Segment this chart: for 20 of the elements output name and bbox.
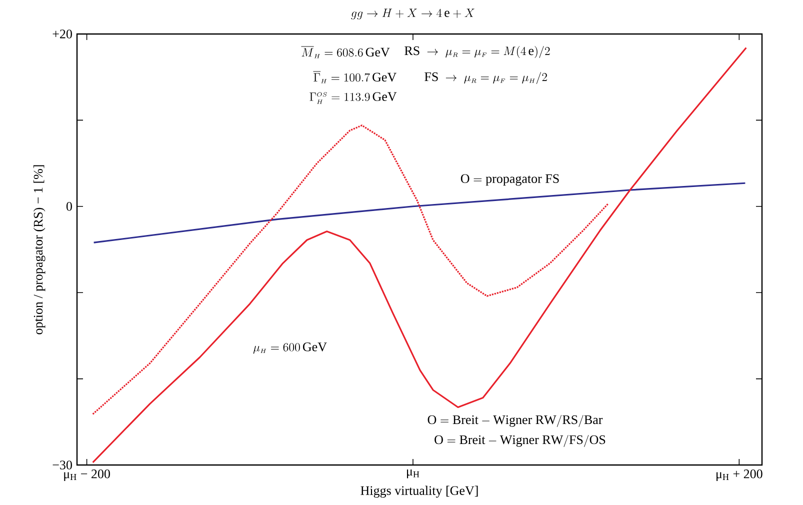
- annotation: $\overline{M}_{\scriptscriptstyle H} = 608.6\,\mathrm{GeV}$: [301, 46, 390, 58]
- x-tick-label: μ$_{H}$: [407, 470, 420, 478]
- x-axis-title: Higgs virtuality [GeV]: [360, 486, 478, 498]
- annotation: $\overline{\Gamma}_{\scriptscriptstyle H} = 100.7\,\mathrm{GeV}$: [313, 72, 396, 84]
- annotation: $\mathrm{O} = \mathrm{Breit} - \mathrm{Wigner\ RW/RS/Bar}$: [428, 414, 603, 427]
- x-tick-label: μ$_{H}$ − 200: [64, 470, 110, 481]
- annotation: $\Gamma_{\scriptscriptstyle H}^{\scriptscriptstyle OS} = 113.9\,\mathrm{GeV}$: [310, 92, 397, 104]
- y-tick-label: +20: [52, 30, 72, 38]
- annotation: $\mathrm{O} = \mathrm{Breit} - \mathrm{Wigner\ RW/FS/OS}$: [434, 434, 606, 447]
- line-series: [92, 46, 747, 464]
- x-tick-label: μ$_{H}$ + 200: [716, 470, 762, 481]
- line-series: [92, 124, 609, 415]
- annotation: $\mathrm{FS}\ \to\ \mu_{\scriptscriptstyle R} = \mu_{\scriptscriptstyle F} = \mu_{\scriptscriptstyle H}/2$: [424, 72, 547, 84]
- y-tick-label: −30: [52, 460, 72, 470]
- annotation: $\mathrm{O} = \mathrm{propagator\ FS}$: [460, 174, 559, 186]
- annotation: $\mu_{\scriptscriptstyle H} = 600\,\mathrm{GeV}$: [253, 342, 327, 354]
- chart-title: $gg \to H + X \to 4\,\mathrm{e} + X$: [351, 8, 474, 20]
- y-tick-label: 0: [66, 202, 72, 211]
- y-axis-title: option / propagator (RS) − 1 [%]: [33, 165, 46, 334]
- annotation: $\mathrm{RS}\ \to\ \mu_{\scriptscriptstyle R} = \mu_{\scriptscriptstyle F} = M(4\,\mathrm{e})/2$: [404, 46, 550, 58]
